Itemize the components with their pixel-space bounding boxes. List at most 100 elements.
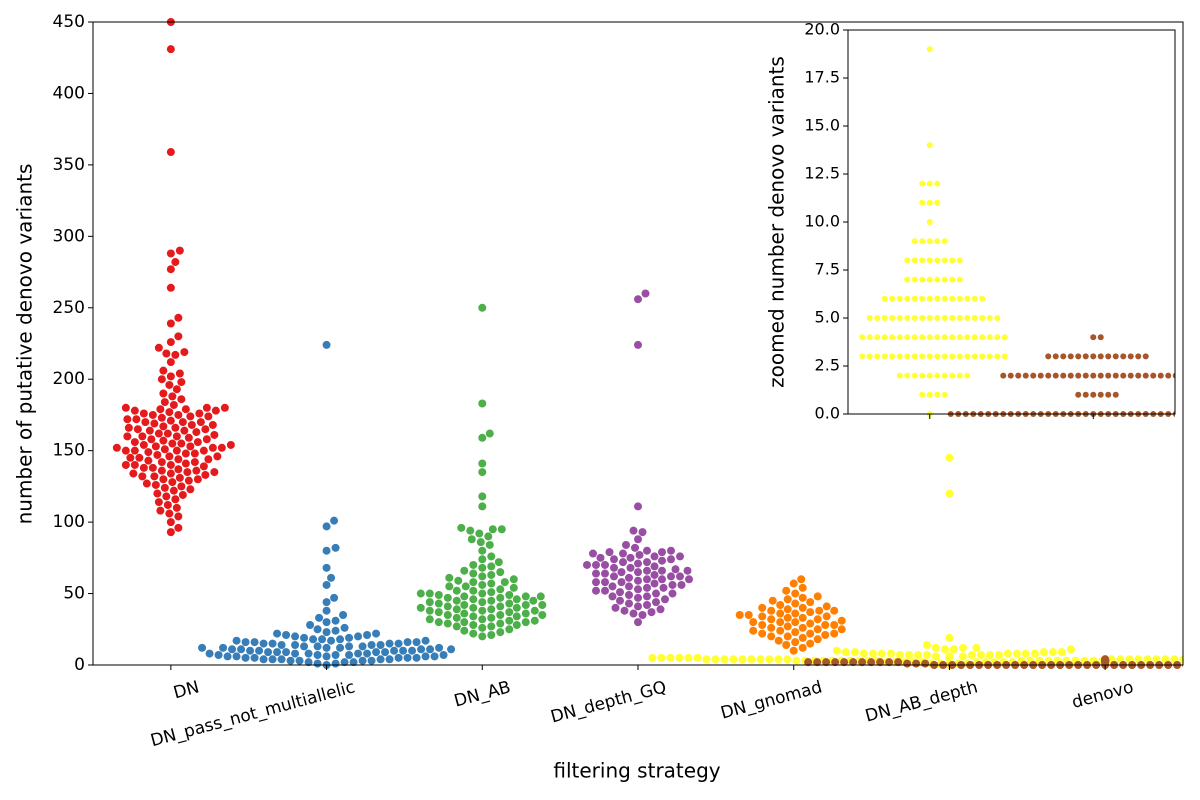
data-point	[358, 656, 367, 665]
data-point	[505, 616, 514, 625]
data-point	[634, 618, 642, 627]
data-point	[469, 603, 478, 612]
data-point	[1120, 372, 1127, 379]
data-point	[339, 610, 348, 619]
data-point	[611, 603, 620, 612]
data-point	[201, 470, 210, 479]
data-point	[859, 334, 866, 341]
data-point	[166, 249, 175, 258]
data-point	[363, 630, 372, 639]
data-point	[445, 582, 454, 591]
data-point	[157, 458, 166, 467]
data-point	[945, 633, 954, 642]
data-point	[403, 653, 412, 662]
data-point	[478, 303, 487, 312]
data-point	[994, 353, 1001, 360]
data-point	[187, 420, 196, 429]
data-point	[180, 426, 189, 435]
data-point	[1012, 649, 1021, 658]
data-point	[940, 645, 949, 654]
data-point	[1021, 649, 1030, 658]
data-point	[322, 628, 331, 637]
y-axis-label: number of putative denovo variants	[13, 164, 37, 525]
data-point	[421, 636, 430, 645]
data-point	[457, 523, 466, 532]
data-point	[1066, 645, 1075, 654]
data-point	[148, 410, 157, 419]
data-point	[204, 412, 213, 421]
data-point	[478, 468, 487, 477]
data-point	[1157, 372, 1164, 379]
plot-area	[112, 18, 1183, 669]
data-point	[478, 572, 487, 581]
data-point	[521, 618, 530, 627]
data-point	[220, 403, 229, 412]
data-point	[658, 548, 666, 557]
data-point	[1120, 353, 1127, 360]
data-point	[487, 562, 496, 571]
data-point	[896, 353, 903, 360]
x-tick-label: DN_AB	[452, 677, 513, 711]
data-point	[634, 602, 642, 611]
data-point	[874, 315, 881, 321]
data-point	[367, 640, 376, 649]
data-point	[376, 655, 385, 664]
data-point	[747, 655, 756, 664]
data-point	[488, 525, 497, 534]
data-point	[512, 620, 521, 629]
data-point	[460, 600, 469, 609]
data-point	[934, 276, 941, 283]
data-point	[204, 455, 213, 464]
data-point	[903, 659, 912, 668]
data-point	[172, 503, 181, 512]
data-point	[949, 295, 956, 302]
data-point	[629, 526, 638, 535]
data-point	[452, 622, 461, 631]
data-point	[264, 648, 273, 657]
data-point	[1097, 372, 1104, 379]
data-point	[175, 369, 184, 378]
data-point	[478, 546, 487, 555]
data-point	[767, 623, 776, 632]
data-point	[259, 655, 268, 664]
data-point	[277, 655, 286, 664]
data-point	[789, 579, 798, 588]
data-point	[1082, 372, 1089, 379]
data-point	[767, 615, 776, 624]
data-point	[241, 638, 250, 647]
data-point	[163, 429, 172, 438]
data-point	[295, 656, 304, 665]
data-point	[1022, 372, 1029, 379]
data-point	[881, 353, 888, 360]
data-point	[192, 428, 201, 437]
data-point	[625, 590, 633, 599]
data-point	[322, 598, 331, 607]
data-point	[1003, 649, 1012, 658]
data-point	[967, 650, 976, 659]
data-point	[592, 560, 600, 569]
data-point	[469, 612, 478, 621]
data-point	[232, 652, 241, 661]
data-point	[443, 619, 452, 628]
axes-frame	[847, 29, 1176, 415]
data-point	[791, 609, 800, 618]
data-point	[934, 180, 941, 187]
data-point	[956, 372, 963, 379]
data-point	[425, 615, 434, 624]
data-point	[452, 605, 461, 614]
data-point	[162, 492, 171, 501]
data-point	[521, 592, 530, 601]
data-point	[592, 578, 600, 587]
data-point	[157, 375, 166, 384]
data-point	[426, 645, 435, 654]
data-point	[964, 334, 971, 341]
data-point	[971, 353, 978, 360]
data-point	[626, 553, 635, 562]
data-point	[666, 653, 675, 662]
data-point	[758, 612, 767, 621]
data-point	[330, 516, 339, 525]
data-point	[806, 598, 815, 607]
data-point	[643, 583, 651, 592]
data-point	[226, 440, 235, 449]
data-point	[931, 652, 940, 661]
